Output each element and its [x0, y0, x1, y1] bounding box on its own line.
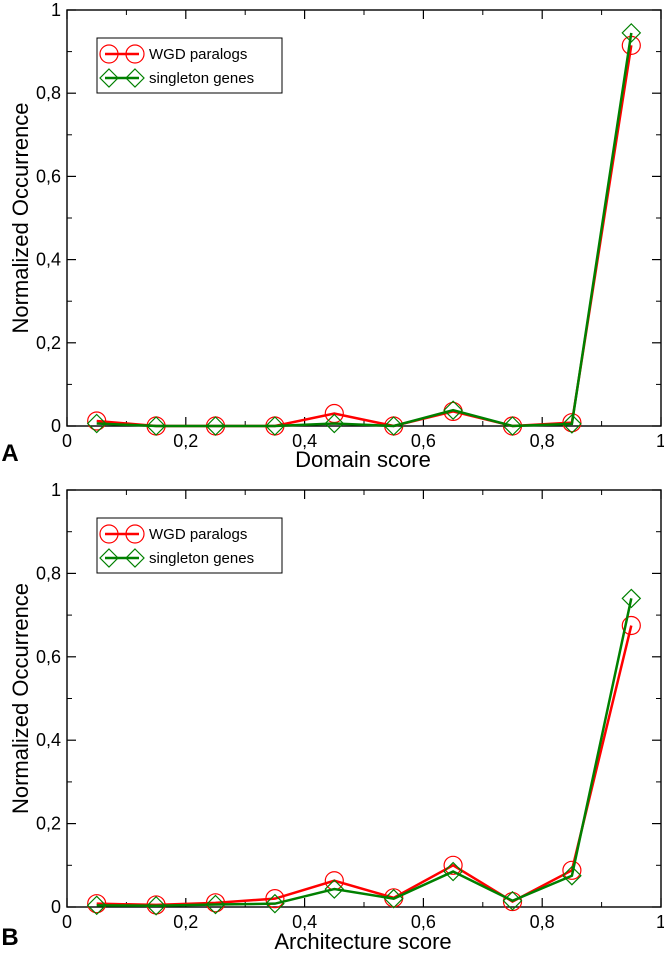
series-line — [96, 45, 633, 428]
legend-marker — [99, 524, 119, 544]
legend-item: singleton genes — [99, 548, 254, 568]
y-tick-label: 0,6 — [36, 647, 61, 667]
data-point — [502, 416, 523, 436]
legend-box — [96, 517, 283, 574]
legend-marker — [99, 68, 119, 88]
series-singleton-genes — [86, 588, 642, 916]
legend: WGD paralogs singleton genes — [96, 517, 283, 574]
series-line — [96, 32, 633, 428]
legend: WGD paralogs singleton genes — [96, 37, 283, 94]
series-line — [96, 625, 633, 907]
data-point — [562, 865, 582, 886]
x-tick-label: 0 — [62, 912, 72, 932]
x-tick-label: 0,6 — [411, 912, 436, 932]
panel-label: A — [1, 440, 18, 467]
x-tick-label: 0,2 — [173, 912, 198, 932]
x-tick-label: 0 — [62, 431, 72, 451]
data-point — [146, 895, 166, 916]
data-point — [443, 855, 463, 875]
x-tick-label: 1 — [656, 912, 664, 932]
y-axis-label: Normalized Occurrence — [8, 102, 33, 333]
legend-item: WGD paralogs — [99, 44, 247, 64]
series-singleton-genes — [86, 23, 642, 436]
x-tick-label: 0,8 — [530, 912, 555, 932]
legend-label: singleton genes — [149, 70, 254, 87]
data-point — [265, 416, 285, 436]
legend-marker — [125, 44, 145, 64]
series-wgd-paralogs — [87, 615, 641, 915]
y-tick-label: 0,4 — [36, 730, 61, 750]
legend-marker — [125, 548, 145, 568]
x-tick-label: 0,6 — [411, 431, 436, 451]
data-point — [86, 413, 107, 434]
y-tick-label: 0,2 — [36, 814, 61, 834]
legend-label: WGD paralogs — [149, 46, 247, 63]
data-point — [265, 889, 285, 909]
y-tick-label: 0,2 — [36, 333, 61, 353]
data-point — [621, 23, 642, 43]
legend-item: WGD paralogs — [99, 524, 247, 544]
legend-label: singleton genes — [149, 550, 254, 567]
y-tick-label: 1 — [51, 0, 61, 20]
x-tick-label: 0,4 — [292, 431, 317, 451]
data-point — [502, 890, 523, 911]
data-point — [265, 893, 285, 914]
data-point — [621, 588, 642, 609]
data-point — [562, 414, 582, 434]
series-wgd-paralogs — [87, 35, 641, 436]
data-point — [383, 888, 404, 909]
x-tick-label: 1 — [656, 431, 664, 451]
series-line — [96, 598, 633, 907]
data-point — [205, 416, 226, 436]
chart-panel-a: 0 0,2 0,4 0,6 0,8 1 0 0,2 0,4 0,6 0,8 1 Domain score… — [1, 0, 664, 472]
y-tick-label: 0 — [51, 897, 61, 917]
legend-item: singleton genes — [99, 68, 254, 88]
x-tick-label: 0,8 — [530, 431, 555, 451]
data-point — [87, 411, 107, 431]
legend-label: WGD paralogs — [149, 526, 247, 543]
y-axis-label: Normalized Occurrence — [8, 583, 33, 814]
y-tick-label: 0 — [51, 416, 61, 436]
panel-label: B — [1, 924, 18, 951]
data-point — [324, 413, 345, 434]
data-point — [383, 416, 404, 436]
data-point — [86, 895, 107, 916]
data-point — [87, 894, 107, 914]
y-tick-label: 0,4 — [36, 250, 61, 270]
legend-marker — [99, 44, 119, 64]
chart-panel-b: 0 0,2 0,4 0,6 0,8 1 0 0,2 0,4 0,6 0,8 1 Architecture… — [1, 480, 664, 954]
x-tick-label: 0,2 — [173, 431, 198, 451]
data-point — [205, 894, 226, 915]
data-point — [324, 879, 345, 899]
data-point — [562, 413, 582, 433]
data-point — [443, 861, 463, 882]
data-point — [443, 400, 463, 421]
legend-box — [96, 37, 283, 94]
legend-marker — [125, 524, 145, 544]
y-tick-label: 1 — [51, 480, 61, 500]
legend-marker — [125, 68, 145, 88]
y-tick-label: 0,8 — [36, 83, 61, 103]
data-point — [621, 615, 641, 636]
data-point — [205, 893, 226, 913]
data-point — [146, 416, 166, 436]
y-tick-label: 0,6 — [36, 166, 61, 186]
x-axis-label: Domain score — [295, 447, 431, 472]
data-point — [562, 860, 582, 880]
x-axis-label: Architecture score — [274, 929, 451, 954]
legend-marker — [99, 548, 119, 568]
x-tick-label: 0,4 — [292, 912, 317, 932]
y-tick-label: 0,8 — [36, 563, 61, 583]
